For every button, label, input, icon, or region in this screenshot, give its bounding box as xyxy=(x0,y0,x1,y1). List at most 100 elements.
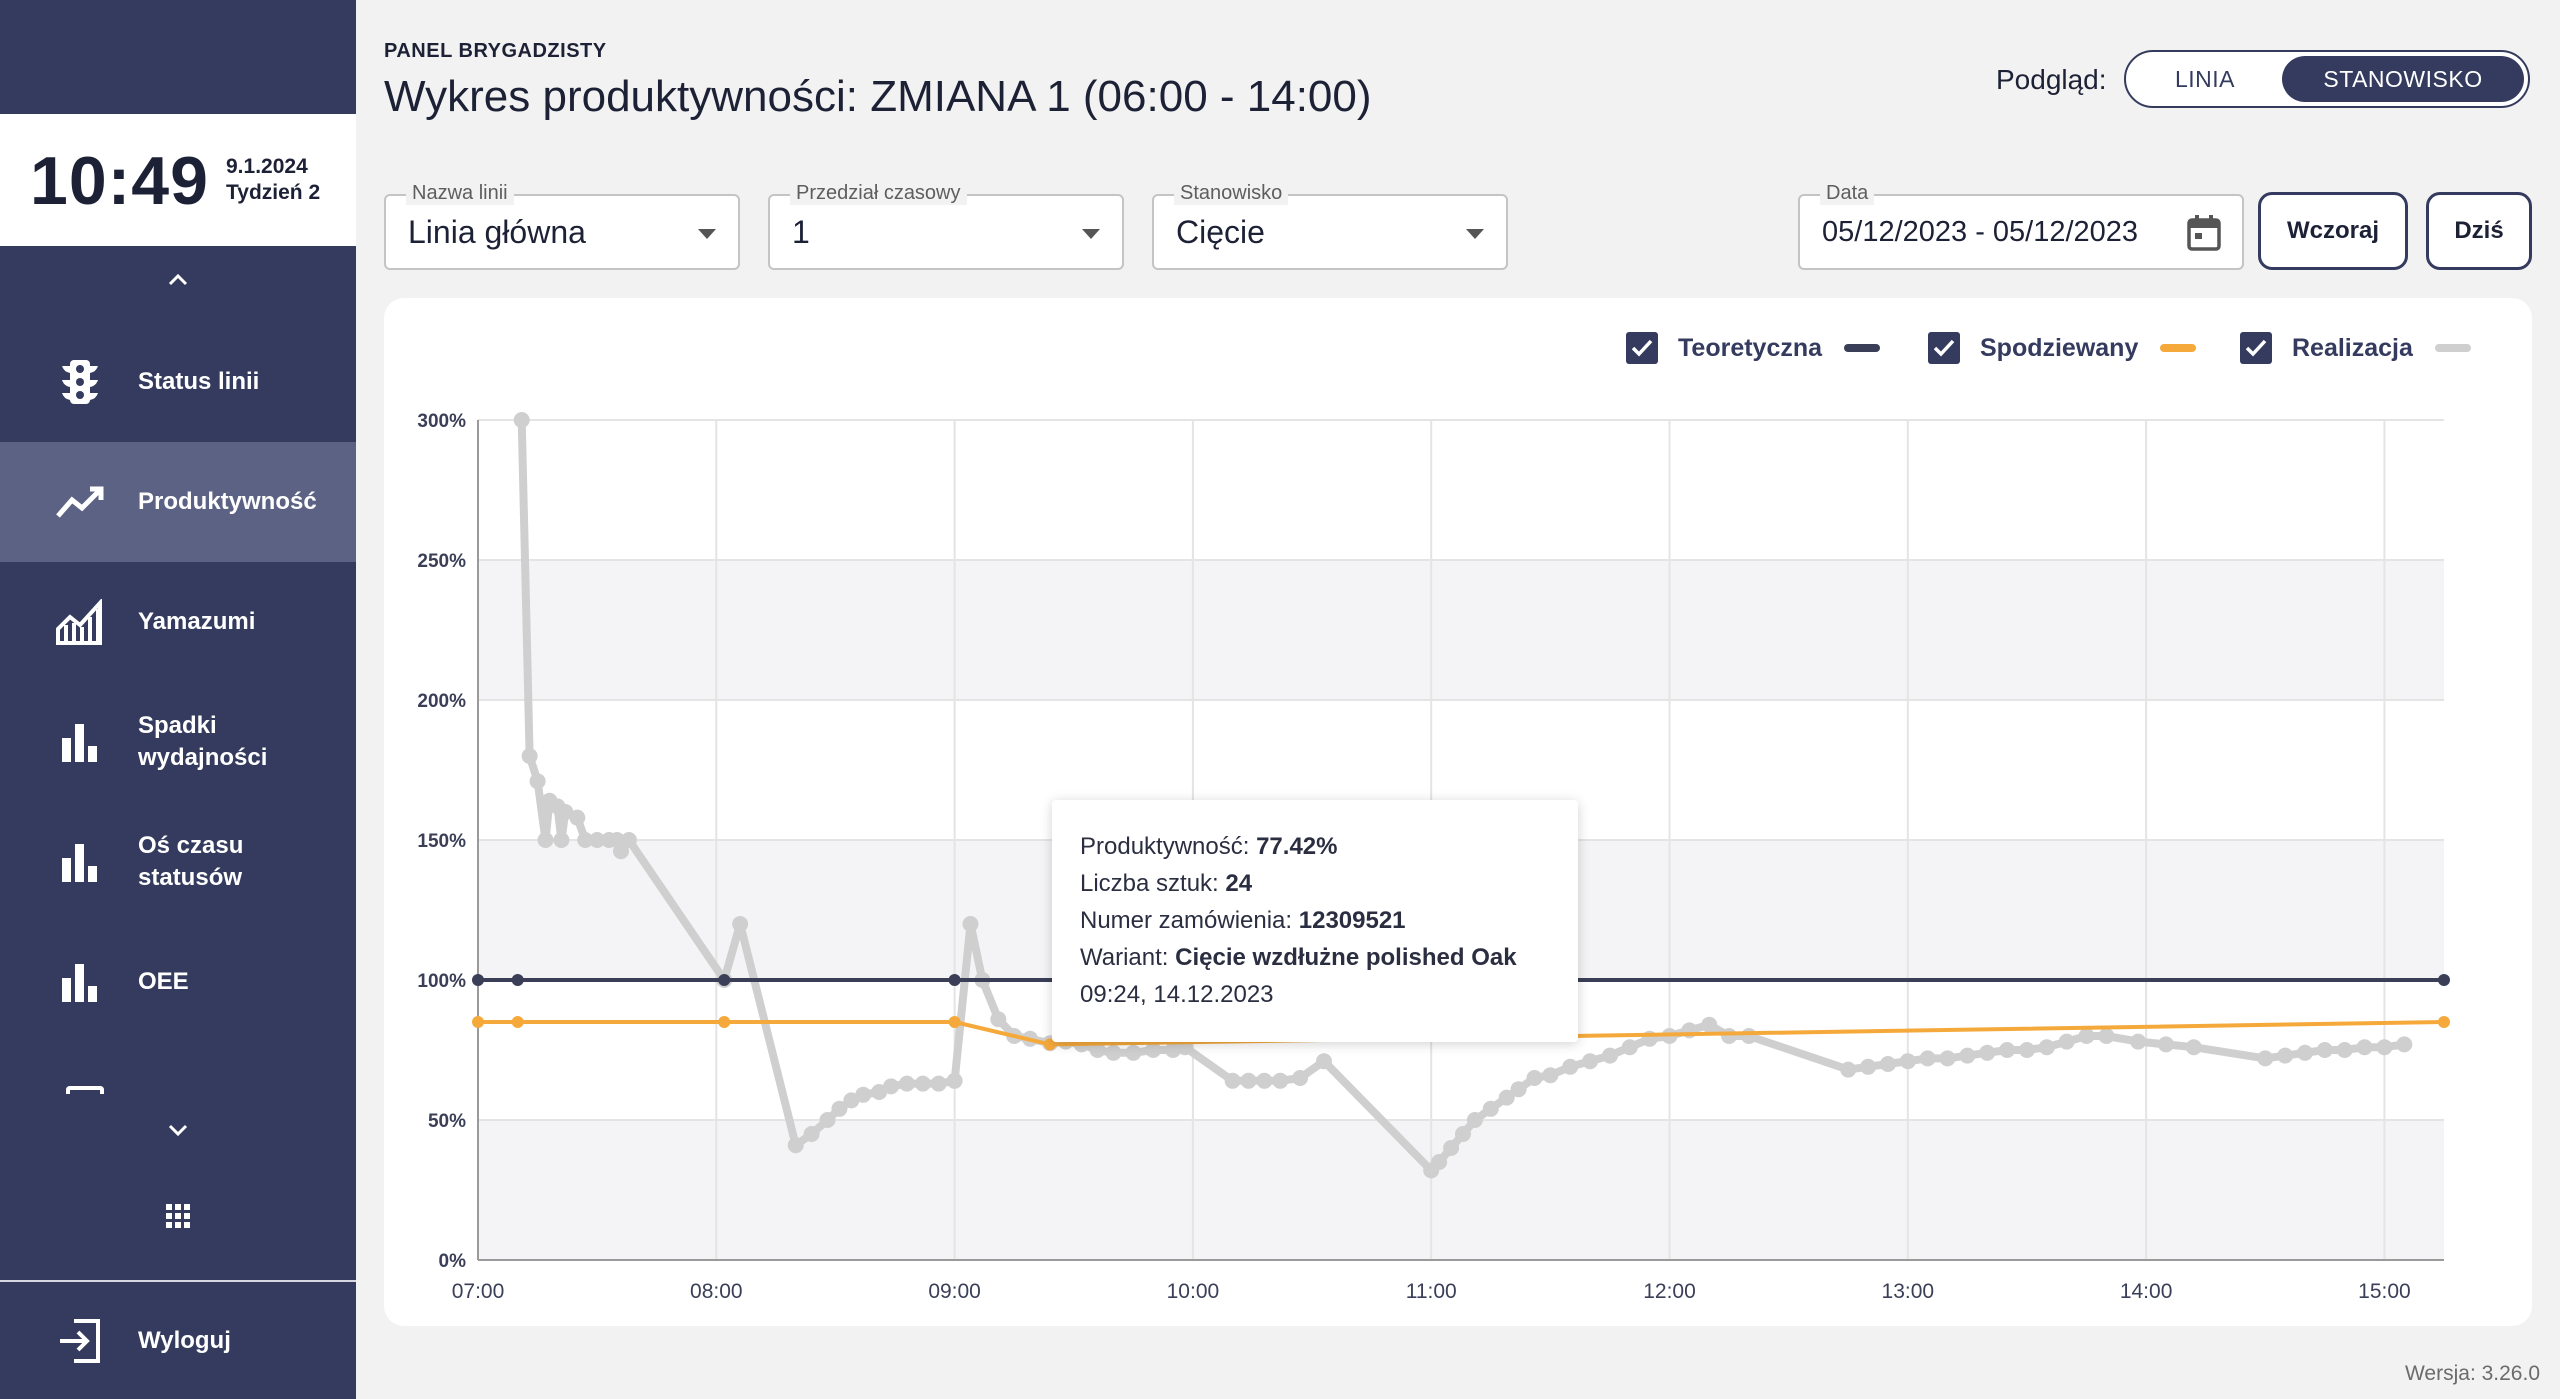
sidebar-item-produktywnosc[interactable]: Produktywność xyxy=(0,442,356,562)
clock-panel: 10:49 9.1.2024 Tydzień 2 xyxy=(0,114,356,246)
data-point xyxy=(948,1016,961,1028)
data-point xyxy=(2038,1039,2055,1056)
data-point xyxy=(948,974,961,986)
data-point xyxy=(511,1016,524,1028)
station-select[interactable]: Stanowisko Cięcie xyxy=(1152,182,1508,270)
chevron-down-icon[interactable] xyxy=(0,1112,356,1144)
legend-item-realizacja[interactable]: Realizacja xyxy=(2240,328,2471,368)
x-tick-label: 12:00 xyxy=(1643,1280,1696,1303)
data-point xyxy=(1526,1070,1543,1086)
data-point xyxy=(511,974,524,986)
data-point xyxy=(1454,1126,1471,1142)
x-tick-label: 11:00 xyxy=(1406,1280,1457,1303)
partial-menu-icon xyxy=(66,1086,104,1094)
sidebar-item-os-czasu-statusow[interactable]: Oś czasu statusów xyxy=(0,802,356,922)
data-point xyxy=(2257,1050,2274,1067)
data-point xyxy=(2130,1033,2147,1050)
data-point xyxy=(718,974,731,986)
data-point xyxy=(1431,1154,1448,1170)
data-point xyxy=(1315,1053,1332,1070)
data-point xyxy=(1542,1067,1559,1084)
logout-button[interactable]: Wyloguj xyxy=(0,1282,356,1399)
bar-chart-icon xyxy=(56,958,104,1006)
current-date: 9.1.2024 xyxy=(226,155,308,178)
tooltip-timestamp: 09:24, 14.12.2023 xyxy=(1080,981,1274,1008)
time-interval-select[interactable]: Przedział czasowy 1 xyxy=(768,182,1124,270)
view-option-linia[interactable]: LINIA xyxy=(2174,65,2236,92)
sidebar-item-yamazumi[interactable]: Yamazumi xyxy=(0,562,356,682)
panel-label: PANEL BRYGADZISTY xyxy=(384,40,607,62)
caret-down-icon xyxy=(698,229,716,239)
date-range-value: 05/12/2023 - 05/12/2023 xyxy=(1822,216,2139,248)
data-point xyxy=(2336,1042,2353,1058)
data-point xyxy=(2438,1016,2450,1028)
y-tick-label: 250% xyxy=(417,551,466,572)
y-tick-label: 100% xyxy=(417,971,466,992)
data-point xyxy=(472,1016,484,1028)
data-point xyxy=(1840,1061,1857,1078)
data-point xyxy=(990,1011,1007,1028)
chart-tooltip: Produktywność: 77.42% Liczba sztuk: 24 N… xyxy=(1052,800,1578,1042)
caret-down-icon xyxy=(1466,229,1484,239)
calendar-icon[interactable] xyxy=(2186,214,2222,252)
line-name-value: Linia główna xyxy=(408,214,586,250)
view-toggle: LINIA STANOWISKO xyxy=(2124,50,2530,108)
data-point xyxy=(1256,1072,1273,1089)
data-point xyxy=(1919,1050,1936,1067)
sidebar-item-status-linii[interactable]: Status linii xyxy=(0,322,356,442)
data-point xyxy=(1272,1072,1289,1089)
data-point xyxy=(1466,1112,1483,1128)
tooltip-order: Numer zamówienia: 12309521 xyxy=(1080,907,1406,934)
data-point xyxy=(589,832,606,848)
clock-time: 10:49 xyxy=(30,143,209,219)
data-point xyxy=(1240,1072,1257,1089)
sidebar-item-oee[interactable]: OEE xyxy=(0,922,356,1042)
y-tick-label: 200% xyxy=(417,691,466,712)
data-point xyxy=(1443,1140,1460,1156)
traffic-light-icon xyxy=(56,358,104,406)
data-point xyxy=(1879,1056,1896,1072)
data-point xyxy=(2098,1028,2115,1044)
sidebar-divider xyxy=(0,1280,356,1282)
time-interval-label: Przedział czasowy xyxy=(790,182,967,205)
legend-swatch xyxy=(2160,344,2197,352)
series-line-realizacja xyxy=(517,419,2405,1175)
sidebar: 10:49 9.1.2024 Tydzień 2 Status linii Pr… xyxy=(0,0,356,1399)
date-range-field[interactable]: Data 05/12/2023 - 05/12/2023 xyxy=(1798,182,2244,270)
checkbox-checked-icon[interactable] xyxy=(1626,332,1658,364)
clock-date: 9.1.2024 Tydzień 2 xyxy=(226,154,320,206)
data-point xyxy=(718,1016,731,1028)
data-point xyxy=(2185,1039,2202,1056)
today-button[interactable]: Dziś xyxy=(2426,192,2532,270)
yesterday-button[interactable]: Wczoraj xyxy=(2258,192,2408,270)
logout-label: Wyloguj xyxy=(138,1326,231,1354)
checkbox-checked-icon[interactable] xyxy=(1928,332,1960,364)
station-label: Stanowisko xyxy=(1174,182,1289,205)
data-point xyxy=(1979,1044,1996,1061)
x-tick-label: 13:00 xyxy=(1882,1280,1935,1303)
data-point xyxy=(819,1112,836,1128)
apps-grid-icon[interactable] xyxy=(166,1204,190,1228)
bar-chart-icon xyxy=(56,718,104,766)
line-name-select[interactable]: Nazwa linii Linia główna xyxy=(384,182,740,270)
view-option-stanowisko[interactable]: STANOWISKO xyxy=(2282,56,2524,102)
current-week: Tydzień 2 xyxy=(226,181,321,204)
x-tick-label: 07:00 xyxy=(452,1280,505,1303)
data-point xyxy=(1482,1100,1499,1117)
legend-label: Teoretyczna xyxy=(1678,333,1823,362)
view-label: Podgląd: xyxy=(1996,64,2107,95)
legend-item-spodziewany[interactable]: Spodziewany xyxy=(1928,328,2197,368)
data-point xyxy=(2316,1042,2333,1058)
data-point xyxy=(914,1075,931,1092)
legend-item-teoretyczna[interactable]: Teoretyczna xyxy=(1626,328,1881,368)
tooltip-productivity: Produktywność: 77.42% xyxy=(1080,833,1338,860)
data-point xyxy=(2396,1036,2413,1053)
data-point xyxy=(537,832,554,848)
chevron-up-icon[interactable] xyxy=(0,262,356,294)
checkbox-checked-icon[interactable] xyxy=(2240,332,2272,364)
data-point xyxy=(2018,1042,2035,1058)
data-point xyxy=(1562,1058,1579,1075)
data-point xyxy=(1721,1028,1738,1044)
data-point xyxy=(2296,1044,2313,1061)
sidebar-item-spadki-wydajnosci[interactable]: Spadki wydajności xyxy=(0,682,356,802)
